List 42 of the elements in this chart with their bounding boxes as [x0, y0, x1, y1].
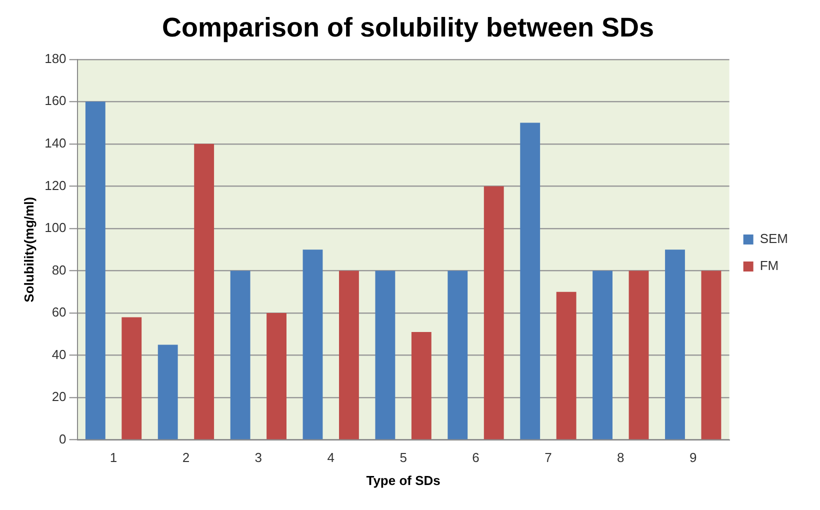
bar [266, 313, 286, 440]
bar [665, 250, 685, 440]
x-axis-title: Type of SDs [366, 472, 440, 488]
y-tick-label: 120 [44, 178, 66, 193]
bar [411, 332, 432, 440]
legend-label: FM [760, 258, 779, 274]
x-tick-label: 2 [182, 450, 190, 466]
x-tick-label: 3 [254, 450, 262, 466]
y-tick-label: 0 [59, 431, 66, 446]
bar [85, 102, 106, 440]
legend-label: SEM [760, 231, 788, 246]
bar [375, 270, 396, 440]
bar [556, 292, 576, 440]
y-tick-label: 40 [52, 346, 66, 362]
bar [230, 270, 250, 440]
bar [592, 270, 613, 440]
chart-title: Comparison of solubility between SDs [162, 12, 654, 43]
x-tick-label: 6 [472, 450, 480, 466]
bar [448, 270, 468, 440]
bar [701, 270, 722, 440]
bar [628, 270, 649, 440]
y-tick-label: 20 [52, 389, 66, 404]
bar [194, 144, 214, 440]
bar [520, 122, 540, 440]
y-tick-label: 140 [44, 136, 66, 151]
x-tick-label: 7 [544, 450, 552, 466]
y-tick-label: 180 [44, 50, 66, 66]
bar [122, 317, 142, 440]
x-tick-label: 4 [327, 450, 334, 466]
x-tick-label: 5 [400, 450, 407, 466]
y-tick-label: 60 [52, 304, 66, 320]
bar [158, 344, 178, 440]
x-tick-label: 8 [617, 450, 624, 466]
x-tick-label: 9 [689, 450, 697, 466]
y-axis-title: Solubility(mg/ml) [21, 196, 36, 302]
bar [484, 186, 504, 440]
y-tick-label: 160 [44, 93, 66, 108]
y-tick-label: 100 [44, 220, 66, 236]
y-tick-label: 80 [52, 262, 66, 278]
x-tick-label: 1 [110, 450, 118, 466]
bar [339, 270, 359, 440]
bar [302, 250, 323, 440]
